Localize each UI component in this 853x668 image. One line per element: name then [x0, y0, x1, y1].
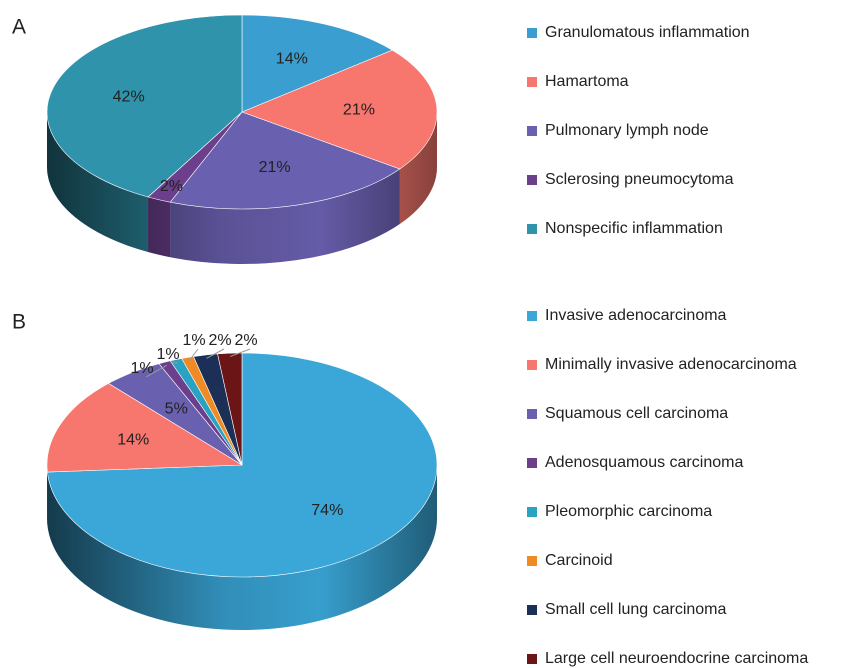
slice: [217, 352, 243, 466]
leader-line: [229, 348, 251, 358]
legend-label: Adenosquamous carcinoma: [545, 454, 743, 471]
legend-swatch: [527, 126, 537, 136]
legend-label: Nonspecific inflammation: [545, 220, 723, 237]
value-label: 1%: [156, 346, 179, 363]
leader-line: [206, 348, 225, 359]
value-label: 5%: [165, 401, 188, 418]
legend-label: Large cell neuroendocrine carcinoma: [545, 650, 808, 667]
leader-line: [145, 364, 168, 378]
panel-label: B: [12, 311, 26, 334]
value-label: 21%: [343, 101, 375, 118]
value-label: 2%: [234, 332, 257, 349]
slice: [241, 14, 393, 113]
value-label: 2%: [160, 178, 183, 195]
slice: [46, 14, 243, 198]
legend-swatch: [527, 605, 537, 615]
value-label: 1%: [130, 360, 153, 377]
legend-label: Sclerosing pneumocytoma: [545, 171, 734, 188]
slice-side: [148, 197, 171, 258]
legend-swatch: [527, 556, 537, 566]
legend-swatch: [527, 175, 537, 185]
leader-line: [188, 348, 199, 361]
legend-swatch: [527, 654, 537, 664]
value-label: 14%: [276, 51, 308, 68]
legend-label: Squamous cell carcinoma: [545, 405, 728, 422]
legend-label: Minimally invasive adenocarcinoma: [545, 356, 797, 373]
legend-label: Granulomatous inflammation: [545, 24, 750, 41]
legend-swatch: [527, 224, 537, 234]
legend-swatch: [527, 28, 537, 38]
value-label: 1%: [182, 332, 205, 349]
value-label: 42%: [113, 89, 145, 106]
value-label: 21%: [259, 159, 291, 176]
legend-label: Pulmonary lymph node: [545, 122, 709, 139]
legend-swatch: [527, 458, 537, 468]
value-label: 2%: [208, 332, 231, 349]
legend-label: Hamartoma: [545, 73, 629, 90]
value-label: 74%: [311, 502, 343, 519]
legend-swatch: [527, 409, 537, 419]
slice: [241, 49, 438, 170]
legend-swatch: [527, 311, 537, 321]
legend-swatch: [527, 77, 537, 87]
slice: [46, 383, 244, 473]
legend-swatch: [527, 360, 537, 370]
legend-label: Carcinoid: [545, 552, 613, 569]
slice: [169, 111, 401, 210]
value-label: 14%: [117, 431, 149, 448]
panel-label: A: [12, 16, 26, 39]
legend-swatch: [527, 507, 537, 517]
legend-label: Pleomorphic carcinoma: [545, 503, 712, 520]
legend-label: Small cell lung carcinoma: [545, 601, 727, 618]
legend-label: Invasive adenocarcinoma: [545, 307, 727, 324]
